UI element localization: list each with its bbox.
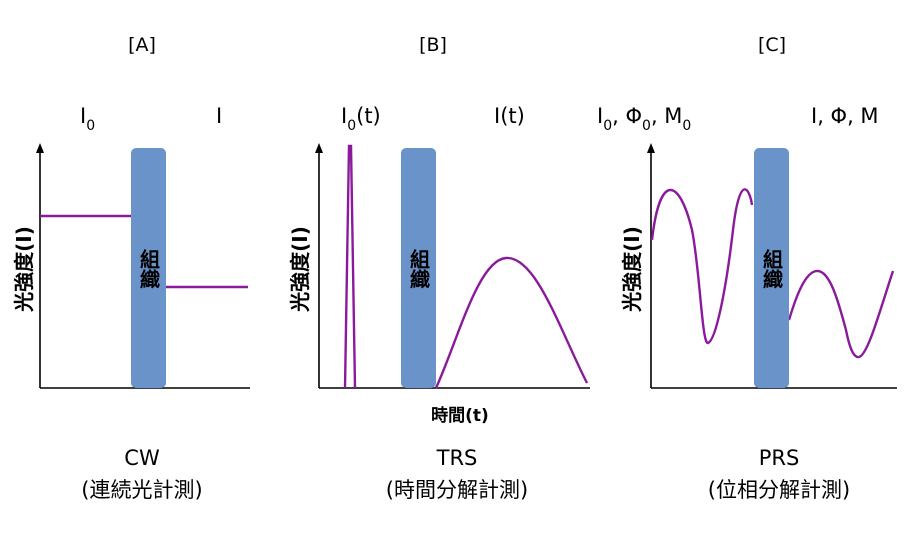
- panel-b-input-pulse: [343, 144, 357, 389]
- panel-c-input-wave: [650, 188, 754, 345]
- panel-a-label: [A]: [128, 34, 156, 56]
- panel-c-input-label: I0, Φ0, M0: [597, 104, 691, 134]
- panel-a-input-label: I0: [80, 104, 95, 134]
- panel-a-title: CW: [124, 446, 160, 470]
- panel-b-subtitle: (時間分解計測): [386, 478, 528, 502]
- panel-a-subtitle: (連続光計測): [81, 478, 202, 502]
- panel-c-output-label: I, Φ, M: [811, 104, 879, 128]
- panel-a-output-label: I: [216, 104, 222, 128]
- panel-c-title: PRS: [759, 446, 800, 470]
- panel-c-tissue-label: 組織: [760, 248, 784, 289]
- panel-b-input-label: I0(t): [341, 104, 381, 134]
- panel-a: [A] I0 I 光強度(I) 組織 CW (連続光計測): [12, 34, 250, 502]
- panel-b: [B] I0(t) I(t) 光強度(I) 組織 時間(t) TRS (時間分解…: [288, 34, 590, 502]
- panel-c: [C] I0, Φ0, M0 I, Φ, M 光強度(I) 組織 PRS (位相…: [597, 34, 897, 502]
- panel-c-output-wave: [787, 269, 895, 359]
- panel-b-x-axis-label: 時間(t): [431, 405, 489, 426]
- panel-b-label: [B]: [419, 34, 447, 56]
- panel-b-title: TRS: [436, 446, 478, 470]
- panel-b-output-label: I(t): [494, 104, 525, 128]
- panel-b-output-pulse: [434, 256, 589, 389]
- panel-a-tissue-label: 組織: [137, 248, 161, 289]
- panel-a-y-axis-label: 光強度(I): [12, 226, 36, 313]
- panel-b-tissue-label: 組織: [407, 248, 431, 289]
- panel-c-y-axis-label: 光強度(I): [620, 226, 644, 313]
- panel-c-subtitle: (位相分解計測): [708, 478, 850, 502]
- panel-c-tissue-block: [754, 148, 789, 388]
- panel-c-label: [C]: [758, 34, 786, 56]
- panel-b-y-axis-label: 光強度(I): [288, 226, 312, 313]
- panel-a-tissue-block: [131, 148, 166, 388]
- panel-b-tissue-block: [401, 148, 436, 388]
